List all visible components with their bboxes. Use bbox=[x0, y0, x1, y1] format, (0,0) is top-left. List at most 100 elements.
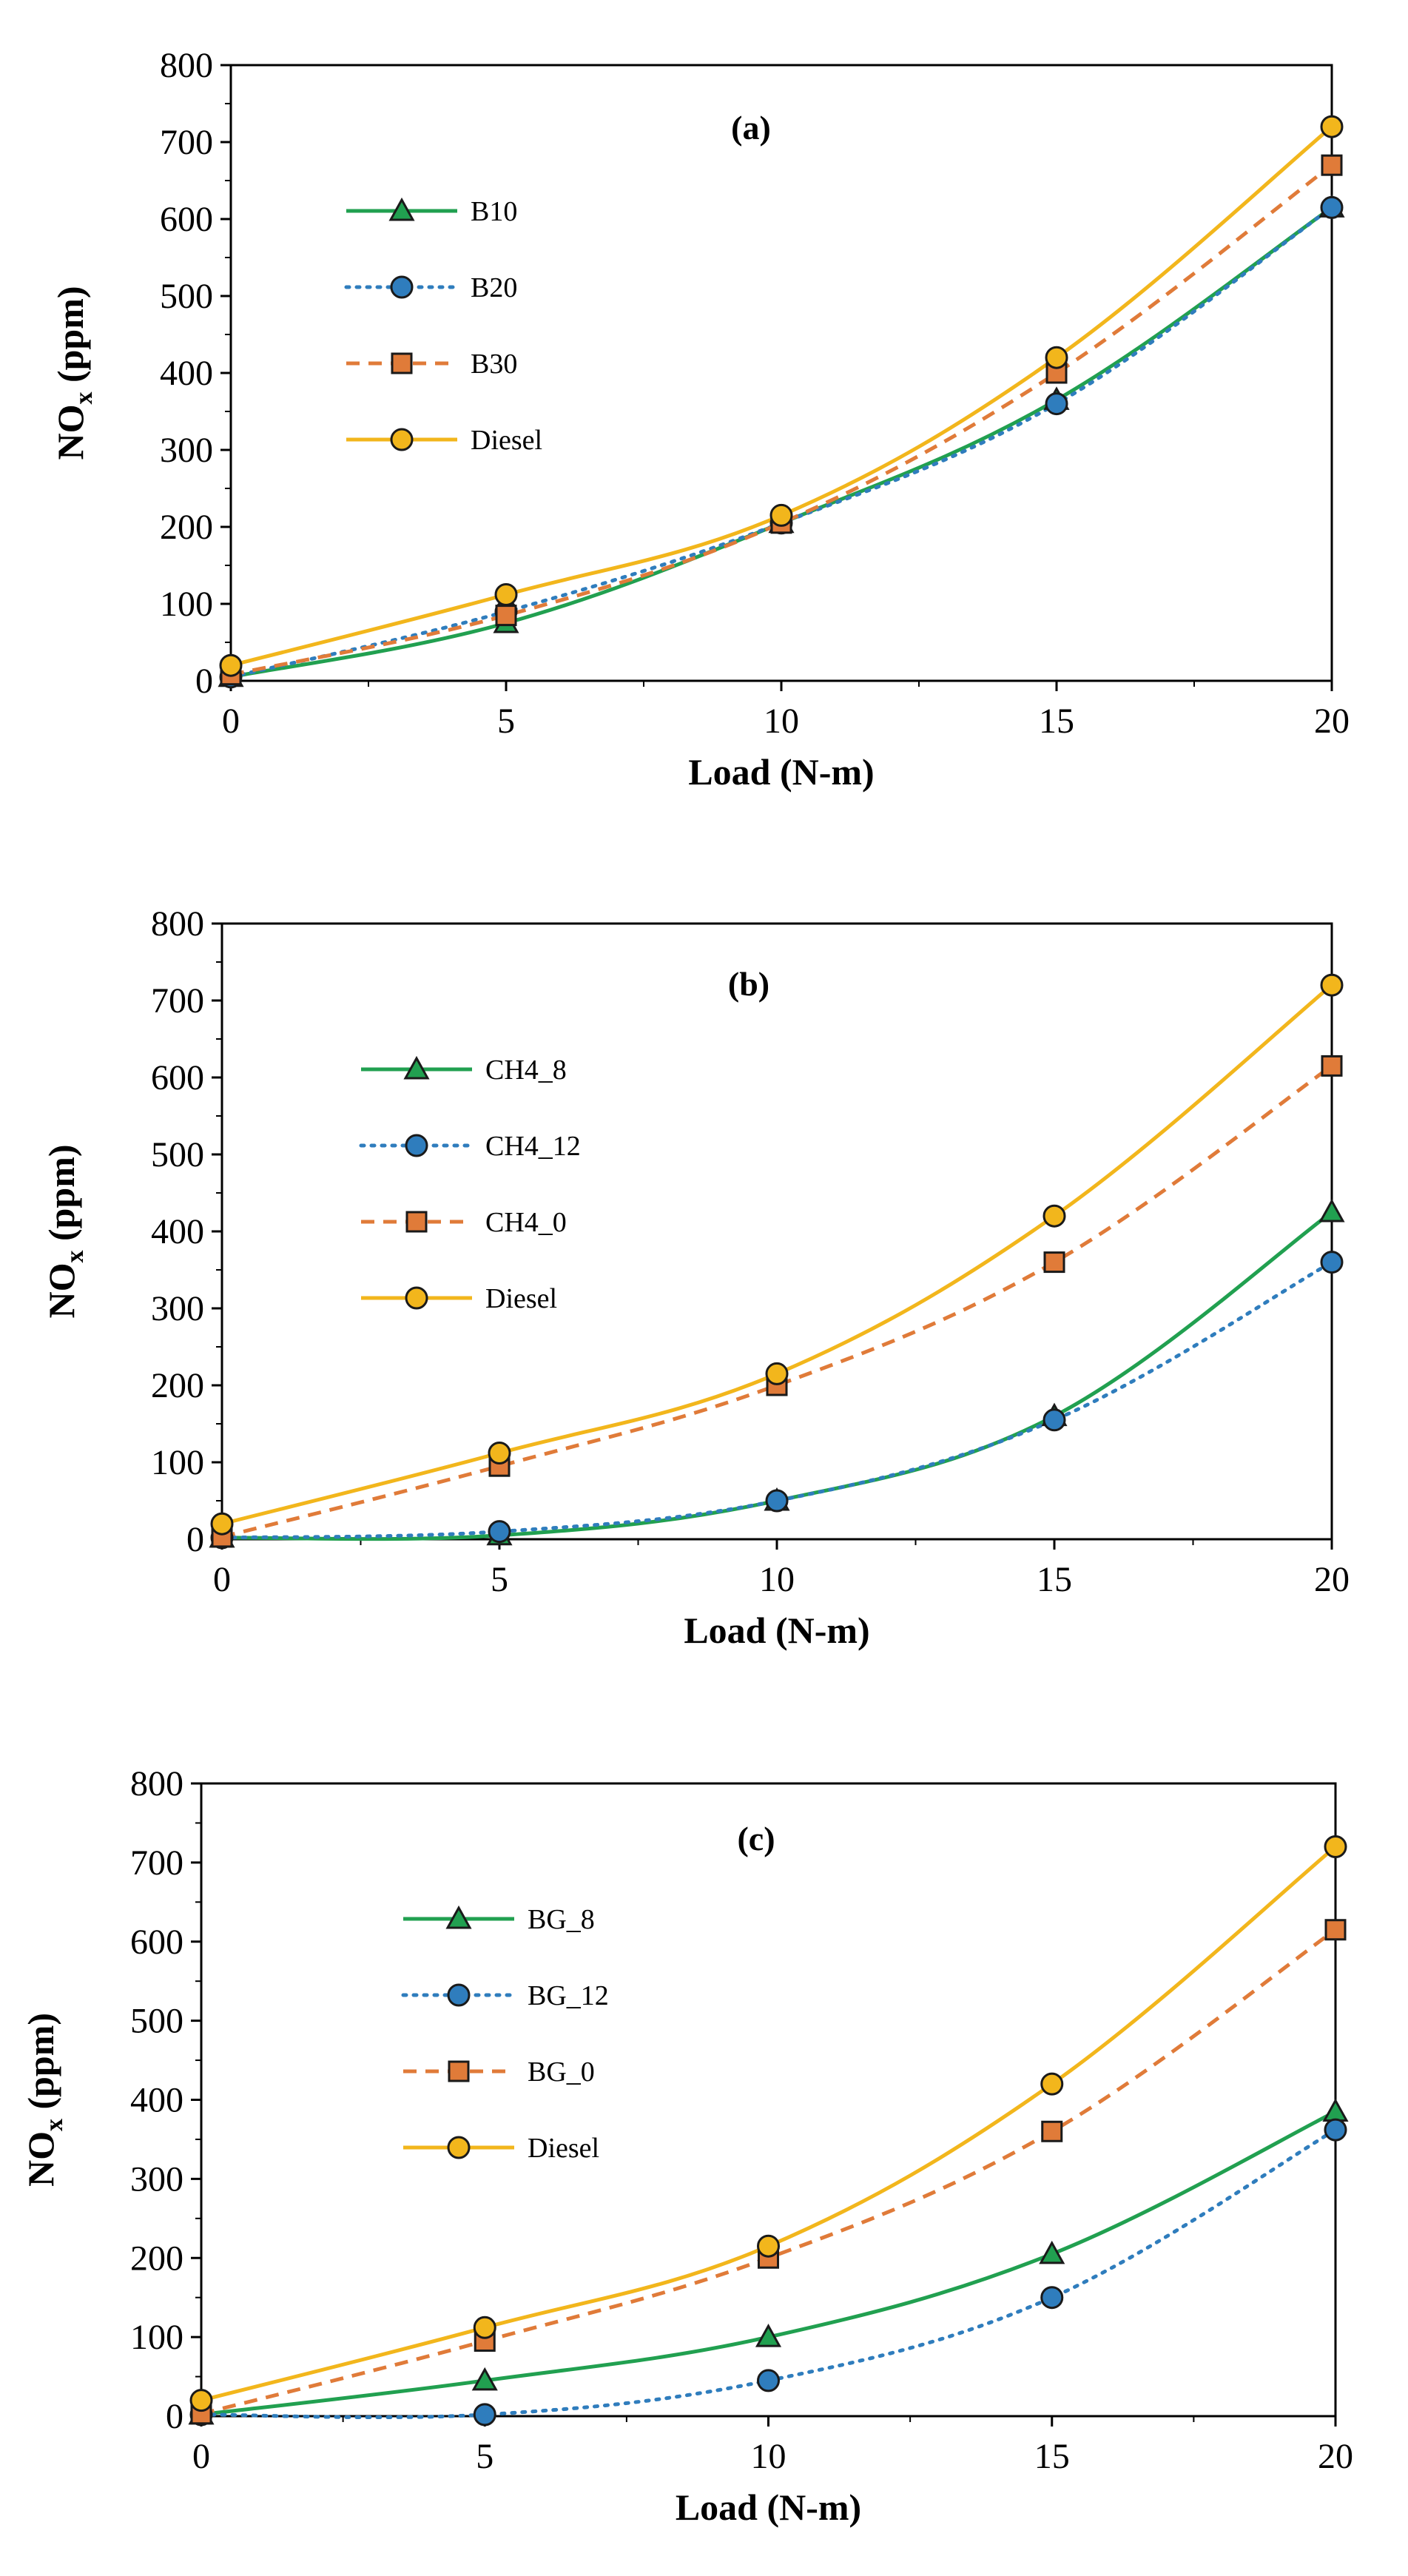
y-axis-label-main: NO bbox=[41, 1263, 82, 1319]
legend-swatch-marker bbox=[403, 1055, 430, 1080]
y-axis-label-main: NO bbox=[50, 405, 91, 460]
panel-label: (b) bbox=[728, 965, 769, 1003]
y-tick-label: 300 bbox=[130, 2159, 183, 2199]
data-point-diesel bbox=[1324, 1835, 1347, 1858]
legend-swatch-marker bbox=[447, 1983, 471, 2007]
series-line-ch4_12 bbox=[220, 1260, 1334, 1540]
y-axis-label-subscript: x bbox=[70, 392, 98, 405]
data-point-ch4_12 bbox=[488, 1520, 511, 1544]
legend-swatch-marker bbox=[390, 275, 414, 299]
legend-swatch-marker bbox=[391, 352, 413, 374]
data-point-diesel bbox=[488, 1442, 511, 1465]
legend-swatch-marker bbox=[447, 2136, 471, 2159]
data-point-diesel bbox=[210, 1512, 234, 1536]
legend-swatch-marker bbox=[390, 428, 414, 451]
series-line-ch4_0 bbox=[221, 1064, 1333, 1539]
x-tick-label: 20 bbox=[1314, 702, 1350, 741]
legend-swatch-marker bbox=[405, 1134, 428, 1157]
data-point-bg_8 bbox=[471, 2367, 498, 2391]
y-tick-label: 600 bbox=[160, 200, 213, 239]
panel-label: (c) bbox=[737, 1820, 775, 1857]
y-axis-label-unit: (ppm) bbox=[41, 1144, 82, 1250]
y-tick-label: 100 bbox=[151, 1443, 204, 1482]
legend-label: CH4_0 bbox=[485, 1207, 567, 1238]
y-tick-label: 700 bbox=[160, 123, 213, 162]
x-tick-label: 0 bbox=[192, 2437, 210, 2476]
data-point-bg_0 bbox=[1324, 1919, 1347, 1941]
data-point-bg_12 bbox=[757, 2369, 780, 2392]
data-point-diesel bbox=[1042, 1204, 1066, 1228]
legend: BG_8 BG_12 BG_0 Diesel bbox=[401, 1904, 609, 2164]
panel-label: (a) bbox=[731, 109, 771, 147]
x-tick-label: 5 bbox=[497, 702, 515, 741]
legend-label: B30 bbox=[471, 349, 517, 380]
legend-label: Diesel bbox=[528, 2133, 599, 2164]
data-point-diesel bbox=[757, 2234, 780, 2258]
legend-label: Diesel bbox=[485, 1283, 557, 1314]
data-point-diesel bbox=[1320, 115, 1344, 138]
x-tick-label: 20 bbox=[1318, 2437, 1353, 2476]
y-axis-label-unit: (ppm) bbox=[20, 2013, 61, 2119]
legend-label: BG_8 bbox=[528, 1904, 595, 1935]
x-tick-label: 0 bbox=[222, 702, 240, 741]
data-point-b30 bbox=[1321, 154, 1343, 176]
x-axis-label: Load (N-m) bbox=[684, 1610, 869, 1651]
y-axis-label: NOx (ppm) bbox=[20, 2013, 68, 2187]
x-tick-label: 10 bbox=[751, 2437, 786, 2476]
legend: B10 B20 B30 Diesel bbox=[344, 196, 542, 456]
y-axis-label-subscript: x bbox=[41, 2119, 68, 2131]
panel-c: 0 100 200 300 400 500 600 700 800 0 5 10 15 20 Load (N… bbox=[20, 1764, 1353, 2528]
x-tick-label: 5 bbox=[491, 1560, 508, 1599]
x-axis-label: Load (N-m) bbox=[676, 2486, 861, 2528]
y-tick-label: 0 bbox=[186, 1520, 204, 1559]
data-point-diesel bbox=[219, 653, 243, 677]
y-tick-label: 600 bbox=[151, 1058, 204, 1097]
data-point-b30 bbox=[495, 605, 517, 627]
data-point-diesel bbox=[1040, 2072, 1064, 2096]
data-point-bg_12 bbox=[1040, 2286, 1064, 2310]
x-tick-label: 10 bbox=[759, 1560, 795, 1599]
data-point-diesel bbox=[494, 583, 518, 607]
y-tick-label: 400 bbox=[160, 354, 213, 393]
y-tick-label: 800 bbox=[130, 1764, 183, 1803]
y-tick-label: 400 bbox=[151, 1212, 204, 1251]
x-tick-label: 20 bbox=[1314, 1560, 1350, 1599]
legend-label: BG_0 bbox=[528, 2057, 595, 2088]
legend-swatch-marker bbox=[448, 2060, 470, 2082]
data-point-ch4_12 bbox=[1042, 1408, 1066, 1432]
y-tick-label: 500 bbox=[160, 277, 213, 316]
y-tick-label: 0 bbox=[166, 2397, 183, 2436]
panel-a: 0 100 200 300 400 500 600 700 800 0 5 10 15 20 Load (N… bbox=[50, 46, 1350, 793]
data-point-diesel bbox=[473, 2316, 496, 2339]
y-tick-label: 800 bbox=[160, 46, 213, 85]
legend-label: CH4_8 bbox=[485, 1055, 567, 1086]
y-tick-label: 0 bbox=[195, 662, 213, 701]
data-point-ch4_12 bbox=[1320, 1251, 1344, 1274]
data-point-ch4_0 bbox=[1321, 1055, 1343, 1077]
data-point-diesel bbox=[189, 2389, 213, 2412]
y-axis-label-subscript: x bbox=[61, 1251, 89, 1263]
y-tick-label: 700 bbox=[151, 981, 204, 1020]
x-tick-label: 5 bbox=[476, 2437, 494, 2476]
plot-area bbox=[220, 922, 1333, 1541]
series-line-diesel bbox=[201, 1845, 1337, 2403]
series-line-diesel bbox=[230, 125, 1333, 667]
y-axis-label-main: NO bbox=[20, 2131, 61, 2187]
y-tick-label: 400 bbox=[130, 2081, 183, 2120]
y-tick-label: 500 bbox=[151, 1135, 204, 1174]
data-point-ch4_8 bbox=[1318, 1198, 1345, 1223]
data-point-ch4_0 bbox=[1043, 1251, 1065, 1274]
y-axis-label: NOx (ppm) bbox=[50, 286, 98, 460]
legend-label: B10 bbox=[471, 196, 517, 227]
y-tick-label: 300 bbox=[151, 1289, 204, 1328]
legend-swatch-marker bbox=[388, 197, 415, 221]
panel-b: 0 100 200 300 400 500 600 700 800 0 5 10 15 20 Load (N… bbox=[41, 904, 1350, 1651]
data-point-bg_12 bbox=[1324, 2118, 1347, 2142]
y-tick-label: 200 bbox=[160, 508, 213, 547]
legend-label: Diesel bbox=[471, 425, 542, 456]
y-tick-label: 200 bbox=[151, 1366, 204, 1405]
series-line-diesel bbox=[221, 983, 1333, 1526]
legend: CH4_8 CH4_12 CH4_0 Diesel bbox=[359, 1055, 581, 1314]
y-axis-label: NOx (ppm) bbox=[41, 1144, 89, 1318]
